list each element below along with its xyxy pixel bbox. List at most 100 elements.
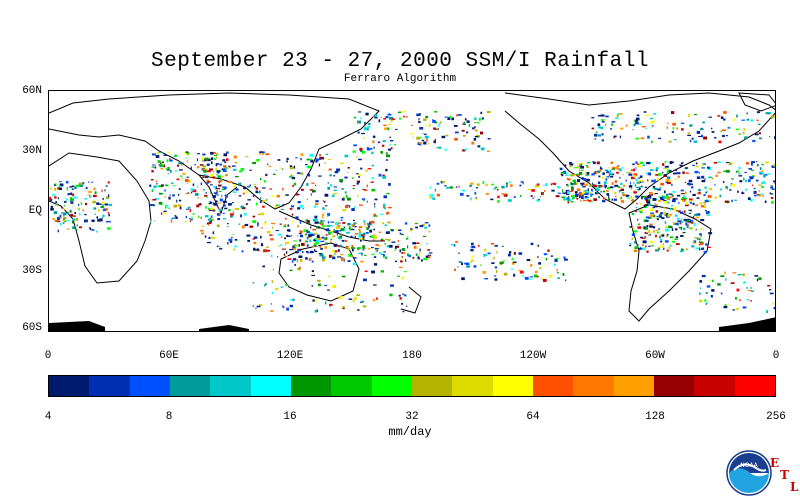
rain-speck [727, 126, 731, 129]
rain-speck [340, 219, 343, 221]
rain-speck [668, 196, 672, 198]
rain-speck [530, 264, 533, 267]
rain-speck [209, 209, 213, 212]
rain-speck [580, 182, 584, 185]
rain-speck [638, 177, 641, 179]
rain-speck [631, 233, 636, 237]
rain-speck [457, 114, 462, 116]
rain-speck [556, 268, 558, 272]
rain-speck [363, 200, 365, 202]
rain-speck [166, 169, 170, 171]
rain-speck [537, 256, 539, 258]
rain-speck [621, 192, 625, 194]
rain-speck [168, 196, 171, 200]
rain-speck [633, 168, 636, 172]
rain-speck [244, 223, 249, 227]
rain-speck [57, 217, 60, 221]
rain-speck [563, 256, 566, 259]
rain-speck [477, 185, 480, 187]
rain-speck [169, 194, 171, 196]
rain-speck [570, 174, 574, 177]
rain-speck [706, 190, 708, 193]
rain-speck [257, 191, 261, 194]
rain-speck [200, 229, 204, 232]
rain-speck [554, 259, 558, 262]
rain-speck [394, 144, 397, 146]
rain-speck [724, 271, 726, 275]
rain-speck [582, 185, 586, 188]
rain-speck [380, 116, 382, 118]
rain-speck [677, 220, 681, 223]
rain-speck [320, 219, 323, 223]
rain-speck [222, 218, 226, 220]
scale-label-8: 8 [165, 411, 173, 423]
rain-speck [677, 194, 681, 197]
rain-speck [320, 222, 324, 226]
rain-speck [195, 193, 199, 196]
rain-speck [743, 127, 746, 131]
rain-speck [557, 186, 561, 189]
rain-speck [345, 240, 347, 242]
rain-speck [365, 128, 369, 131]
rain-speck [217, 202, 221, 204]
rain-speck [280, 286, 283, 288]
rain-speck [614, 191, 617, 195]
rain-speck [84, 198, 88, 200]
rain-speck [152, 198, 157, 201]
rain-speck [343, 197, 345, 199]
rain-speck [664, 161, 667, 163]
rain-speck [506, 185, 508, 188]
rain-speck [74, 186, 77, 189]
rain-speck [103, 208, 108, 211]
rain-speck [601, 168, 603, 170]
rain-speck [584, 183, 588, 186]
rain-speck [201, 156, 203, 159]
rain-speck [628, 171, 631, 175]
rain-speck [646, 225, 648, 228]
rain-speck [414, 222, 418, 225]
rain-speck [160, 162, 162, 165]
rain-speck [192, 189, 197, 193]
rain-speck [165, 184, 169, 187]
rain-speck [654, 193, 656, 195]
rain-speck [723, 305, 728, 309]
rain-speck [635, 122, 639, 125]
rain-speck [293, 182, 296, 186]
rain-speck [206, 195, 208, 198]
rain-speck [341, 188, 345, 190]
rain-speck [424, 135, 429, 139]
rain-speck [654, 179, 656, 183]
rain-speck [483, 253, 486, 257]
rain-speck [300, 234, 303, 238]
rain-speck [656, 231, 659, 233]
rain-speck [635, 195, 639, 198]
rain-speck [574, 191, 578, 194]
colorbar-swatch-17 [734, 376, 775, 396]
rain-speck [588, 191, 590, 194]
rain-speck [373, 263, 378, 266]
rain-speck [89, 227, 92, 230]
rain-speck [176, 178, 180, 181]
rain-speck [688, 220, 691, 223]
rain-speck [636, 181, 640, 184]
rain-speck [567, 190, 570, 194]
rain-speck [252, 220, 257, 223]
rain-speck [505, 182, 508, 185]
rain-speck [645, 198, 648, 201]
rain-speck [649, 169, 654, 171]
rain-speck [406, 305, 408, 308]
rain-speck [310, 226, 312, 229]
rain-speck [155, 180, 157, 183]
rain-speck [600, 119, 605, 121]
rain-speck [630, 199, 634, 202]
rain-speck [382, 222, 384, 225]
colorbar-swatch-5 [250, 376, 291, 396]
rain-speck [173, 185, 175, 187]
rain-speck [618, 190, 621, 193]
rain-speck [452, 117, 455, 120]
rain-speck [477, 145, 481, 148]
rain-speck [188, 206, 191, 209]
rain-speck [257, 222, 259, 226]
rain-speck [224, 161, 227, 163]
rain-speck [171, 182, 174, 184]
